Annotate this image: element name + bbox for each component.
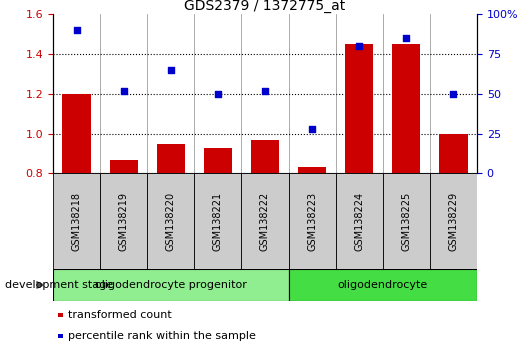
Point (402, 35, 411, 41)
Bar (335, 173, 383, 269)
Text: GSM138221: GSM138221 (213, 192, 223, 251)
Bar (242, 173, 288, 269)
Point (72, 27, 81, 33)
Bar (251, 139, 279, 173)
Point (308, 126, 316, 132)
Point (119, 88, 128, 93)
Point (214, 91, 222, 97)
Point (355, 43, 364, 49)
Bar (383, 173, 430, 269)
Point (261, 88, 269, 93)
Bar (392, 44, 420, 173)
Text: GSM138222: GSM138222 (260, 192, 270, 251)
Text: GSM138219: GSM138219 (119, 192, 129, 251)
Bar (345, 44, 373, 173)
Bar (53, 173, 100, 269)
Bar (53, 269, 288, 301)
Bar (430, 173, 477, 269)
Text: GSM138225: GSM138225 (401, 192, 411, 251)
Bar (288, 173, 335, 269)
Text: development stage: development stage (5, 280, 113, 290)
Text: oligodendrocyte progenitor: oligodendrocyte progenitor (95, 280, 247, 290)
Bar (110, 160, 138, 173)
Text: oligodendrocyte: oligodendrocyte (338, 280, 428, 290)
Bar (157, 144, 185, 173)
Bar (147, 173, 195, 269)
Bar (298, 167, 326, 173)
Bar (204, 148, 232, 173)
Bar (195, 173, 242, 269)
Text: GSM138220: GSM138220 (166, 192, 176, 251)
Point (449, 91, 458, 97)
Text: GSM138218: GSM138218 (72, 192, 82, 251)
Text: GSM138223: GSM138223 (307, 192, 317, 251)
Bar (100, 173, 147, 269)
Text: GSM138224: GSM138224 (354, 192, 364, 251)
Text: percentile rank within the sample: percentile rank within the sample (68, 331, 256, 341)
Text: GSM138229: GSM138229 (448, 192, 458, 251)
Point (166, 67, 175, 73)
Title: GDS2379 / 1372775_at: GDS2379 / 1372775_at (184, 0, 346, 13)
Bar (63, 94, 91, 173)
Text: transformed count: transformed count (68, 310, 172, 320)
Bar (439, 134, 467, 173)
Bar (288, 269, 477, 301)
